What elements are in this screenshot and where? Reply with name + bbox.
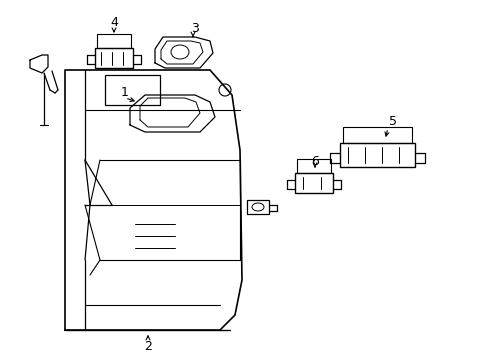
Bar — [342, 127, 411, 143]
Bar — [97, 34, 131, 48]
Bar — [339, 143, 414, 167]
Bar — [246, 200, 268, 214]
Text: 1: 1 — [121, 85, 129, 99]
Text: 4: 4 — [110, 15, 118, 28]
Bar — [95, 48, 133, 68]
Text: 5: 5 — [388, 116, 396, 129]
Bar — [105, 75, 160, 105]
Bar — [294, 173, 332, 193]
Text: 2: 2 — [144, 339, 152, 352]
Text: 6: 6 — [310, 156, 318, 168]
Bar — [296, 159, 330, 173]
Text: 3: 3 — [191, 22, 199, 35]
